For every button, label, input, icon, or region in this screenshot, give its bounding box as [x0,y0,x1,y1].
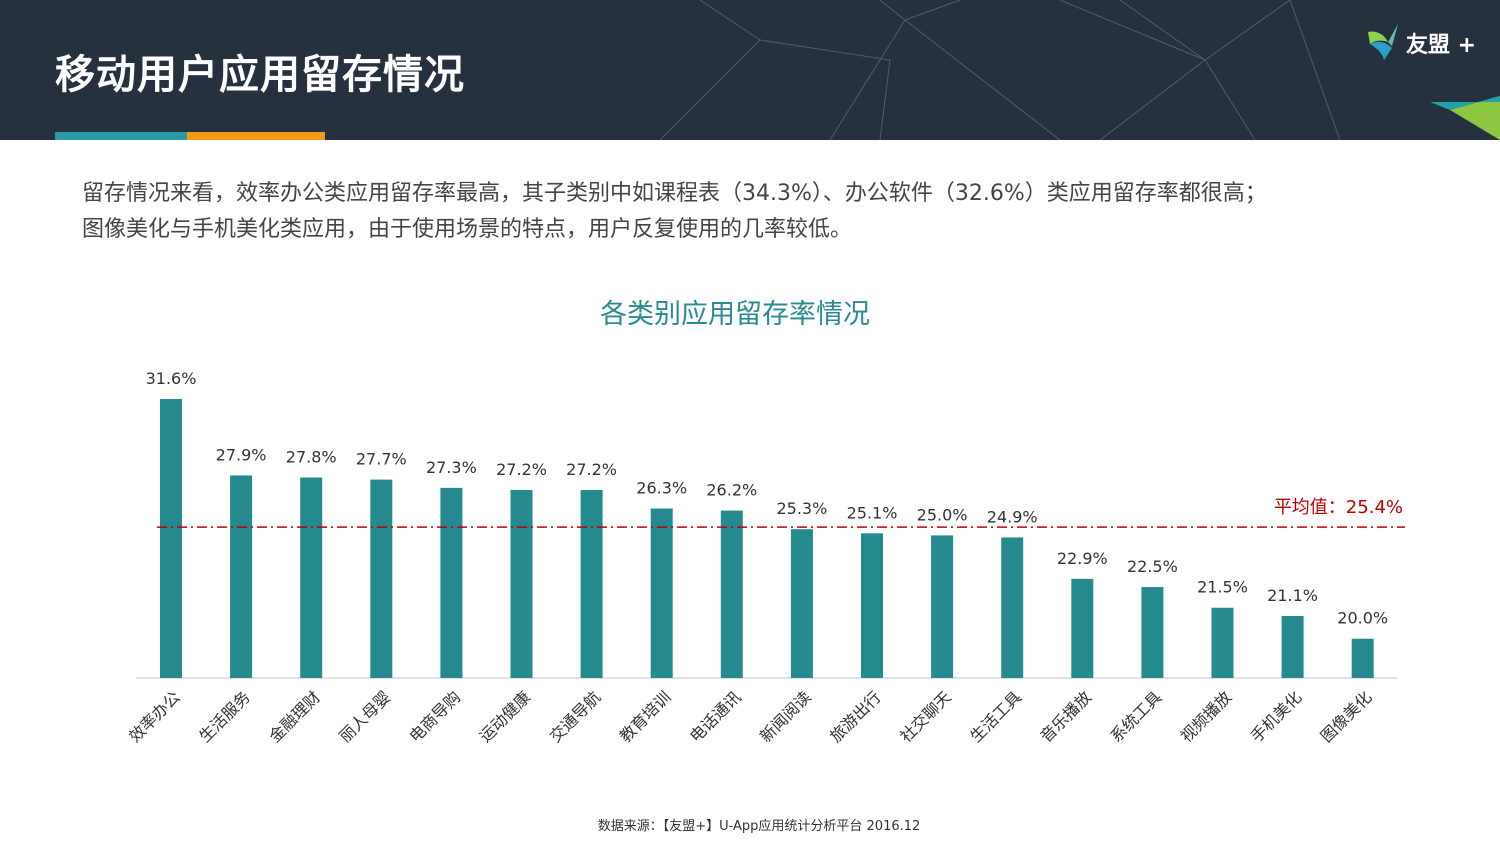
category-label: 效率办公 [125,687,184,746]
bar [510,489,533,678]
category-label: 社交聊天 [896,687,955,746]
bar [861,533,883,678]
chart-title: 各类别应用留存率情况 [600,299,870,330]
bar [1141,587,1164,678]
data-label: 27.8% [286,448,337,467]
data-label: 27.3% [426,458,477,477]
category-label: 生活工具 [966,687,1025,746]
logo-text: 友盟 + [1406,33,1477,58]
category-label: 手机美化 [1247,687,1306,746]
bar [230,475,253,678]
bar [650,508,673,678]
bar [160,399,182,678]
category-label: 视频播放 [1177,687,1236,746]
data-label: 27.2% [566,460,617,479]
category-label: 生活服务 [195,687,254,746]
data-label: 27.9% [216,445,267,464]
category-label: 电话通讯 [686,687,745,746]
bar [1211,607,1234,678]
bar [720,510,743,678]
bird-logo-icon [1368,24,1398,60]
data-source: 数据来源：【友盟+】U-App应用统计分析平台 2016.12 [597,819,921,834]
data-label: 26.2% [706,481,757,500]
umeng-logo: 友盟 + [1362,18,1492,62]
title-accent-teal [55,132,187,140]
data-label: 22.5% [1127,557,1178,576]
bar [790,529,813,678]
data-label: 25.3% [776,499,827,518]
data-label: 27.2% [496,460,547,479]
category-label: 丽人母婴 [335,687,394,746]
data-label: 21.1% [1267,586,1318,605]
data-label: 25.0% [917,505,968,524]
data-label: 31.6% [146,369,197,388]
category-label: 图像美化 [1317,687,1376,746]
bar [1001,537,1024,678]
title-accent-orange [187,132,325,140]
description-line-1: 留存情况来看，效率办公类应用留存率最高，其子类别中如课程表（34.3%）、办公软… [82,181,1267,206]
data-label: 24.9% [987,507,1038,526]
bar [1071,578,1094,678]
category-label: 音乐播放 [1036,687,1095,746]
average-label: 平均值：25.4% [1274,497,1403,518]
page-title: 移动用户应用留存情况 [55,52,465,98]
decorative-lines [659,0,1341,140]
header-bar: 移动用户应用留存情况 友盟 + [0,0,1500,140]
bar [1351,638,1374,678]
category-label: 教育培训 [616,687,675,746]
bar [1281,616,1304,678]
corner-decoration [1430,96,1500,140]
category-label: 电商导购 [406,687,465,746]
description: 留存情况来看，效率办公类应用留存率最高，其子类别中如课程表（34.3%）、办公软… [82,176,1442,248]
category-label: 系统工具 [1107,687,1166,746]
data-label: 20.0% [1337,609,1388,628]
bar [300,477,323,678]
data-label: 25.1% [847,503,898,522]
retention-bar-chart: 31.6% 效率办公 27.9% 生活服务 27.8% 金融理财 27.7% 丽人母婴 27.3… [125,369,1405,746]
bar [440,487,463,678]
bar [580,489,603,678]
category-label: 新闻阅读 [756,687,815,746]
bar [931,535,954,678]
category-label: 旅游出行 [826,687,885,746]
category-label: 运动健康 [476,687,535,746]
category-label: 交通导航 [546,687,605,746]
data-label: 22.9% [1057,549,1108,568]
data-label: 21.5% [1197,578,1248,597]
category-label: 金融理财 [265,687,324,746]
data-label: 26.3% [636,479,687,498]
description-line-2: 图像美化与手机美化类应用，由于使用场景的特点，用户反复使用的几率较低。 [82,217,853,242]
data-label: 27.7% [356,450,407,469]
bar [370,479,393,678]
